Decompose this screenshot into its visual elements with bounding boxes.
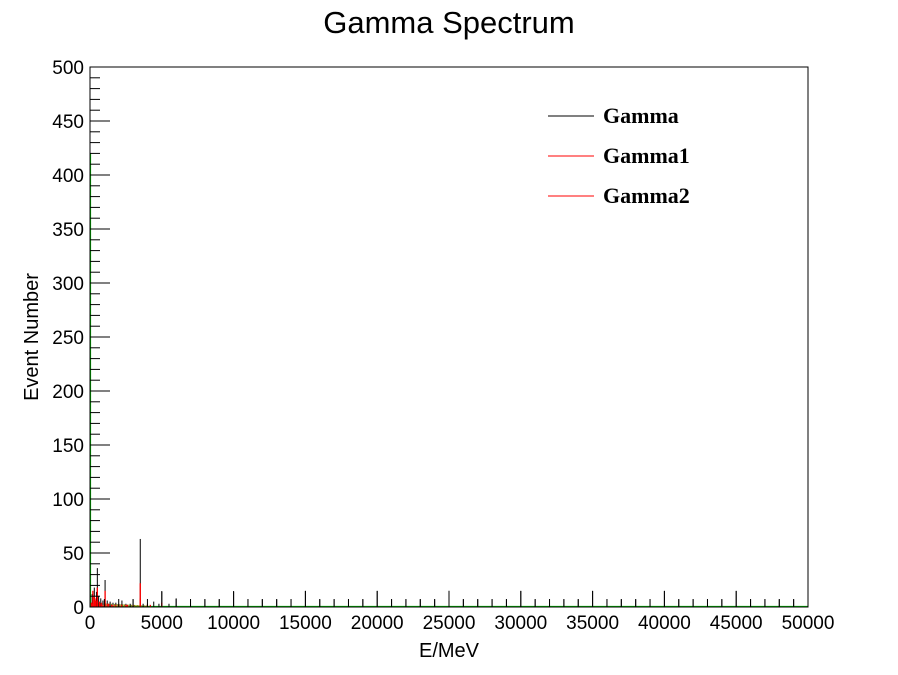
y-tick-label: 0 xyxy=(73,598,84,619)
x-tick-label: 40000 xyxy=(638,613,691,634)
x-tick-label: 30000 xyxy=(494,613,547,634)
y-axis-label: Event Number xyxy=(21,273,43,401)
x-tick-label: 10000 xyxy=(207,613,260,634)
x-tick-label: 20000 xyxy=(351,613,404,634)
legend-label-gamma2: Gamma2 xyxy=(603,183,690,208)
x-tick-label: 50000 xyxy=(782,613,835,634)
x-tick-label: 35000 xyxy=(566,613,619,634)
plot-frame xyxy=(89,66,809,608)
x-tick-label: 5000 xyxy=(141,613,183,634)
y-tick-label: 100 xyxy=(52,490,84,511)
y-tick-label: 300 xyxy=(52,274,84,295)
legend-label-gamma1: Gamma1 xyxy=(603,143,690,168)
x-tick-label: 0 xyxy=(85,613,96,634)
y-tick-label: 500 xyxy=(52,58,84,79)
y-tick-label: 50 xyxy=(63,544,84,565)
legend-label-gamma: Gamma xyxy=(603,103,679,128)
x-tick-label: 45000 xyxy=(710,613,763,634)
chart-title: Gamma Spectrum xyxy=(323,5,575,40)
y-tick-label: 350 xyxy=(52,220,84,241)
x-tick-label: 25000 xyxy=(423,613,476,634)
y-tick-label: 400 xyxy=(52,166,84,187)
x-axis-label: E/MeV xyxy=(419,640,480,662)
y-tick-label: 450 xyxy=(52,112,84,133)
y-tick-label: 150 xyxy=(52,436,84,457)
y-tick-label: 200 xyxy=(52,382,84,403)
x-tick-label: 15000 xyxy=(279,613,332,634)
y-tick-label: 250 xyxy=(52,328,84,349)
